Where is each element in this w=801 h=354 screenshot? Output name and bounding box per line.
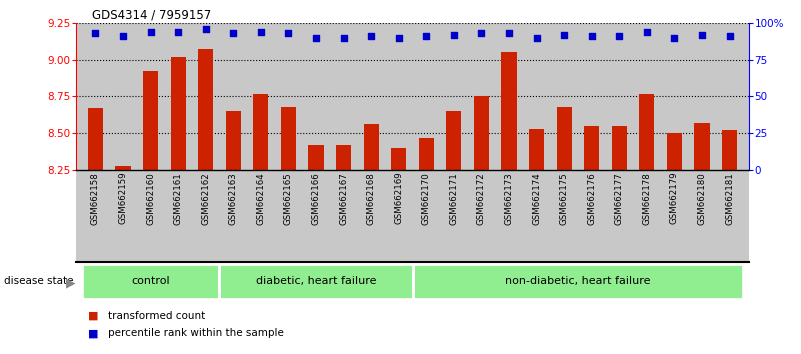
Text: GSM662168: GSM662168 (367, 172, 376, 224)
FancyBboxPatch shape (82, 264, 219, 299)
Bar (143, 72, 158, 170)
Bar (446, 111, 461, 170)
Bar (391, 148, 406, 170)
Point (89, 30, 102, 36)
Point (255, 29, 268, 35)
Text: non-diabetic, heart failure: non-diabetic, heart failure (505, 276, 650, 286)
Bar (419, 138, 434, 170)
Point (282, 30, 295, 36)
Bar (226, 111, 241, 170)
Bar (474, 97, 489, 170)
Point (668, 35, 681, 41)
Text: GSM662171: GSM662171 (449, 172, 458, 224)
Point (641, 29, 654, 35)
Text: GSM662173: GSM662173 (505, 172, 513, 224)
FancyBboxPatch shape (219, 264, 413, 299)
Text: control: control (131, 276, 170, 286)
Text: GSM662163: GSM662163 (229, 172, 238, 224)
Text: GSM662172: GSM662172 (477, 172, 486, 224)
Bar (667, 133, 682, 170)
Text: GSM662166: GSM662166 (312, 172, 320, 224)
Text: ▶: ▶ (66, 277, 75, 290)
Text: GSM662179: GSM662179 (670, 172, 679, 224)
Bar (364, 124, 379, 170)
Point (530, 35, 543, 41)
Bar (253, 93, 268, 170)
Point (364, 33, 377, 39)
Bar (171, 57, 186, 170)
Bar (336, 145, 351, 170)
Text: GSM662174: GSM662174 (532, 172, 541, 224)
Text: ■: ■ (88, 329, 99, 338)
Bar (115, 166, 131, 170)
Text: GSM662167: GSM662167 (339, 172, 348, 224)
Text: GSM662162: GSM662162 (201, 172, 210, 224)
Point (171, 29, 184, 35)
Point (117, 33, 130, 39)
Bar (612, 126, 627, 170)
Text: GSM662158: GSM662158 (91, 172, 100, 224)
Text: GSM662164: GSM662164 (256, 172, 265, 224)
Point (557, 32, 570, 38)
Text: percentile rank within the sample: percentile rank within the sample (108, 329, 284, 338)
Bar (308, 145, 324, 170)
Point (502, 30, 515, 36)
Text: GSM662181: GSM662181 (725, 172, 735, 224)
Point (337, 35, 350, 41)
Text: GSM662165: GSM662165 (284, 172, 293, 224)
Point (392, 35, 405, 41)
Text: GSM662161: GSM662161 (174, 172, 183, 224)
Point (448, 32, 461, 38)
Bar (557, 107, 572, 170)
Bar (198, 50, 213, 170)
Text: GSM662160: GSM662160 (146, 172, 155, 224)
Bar (281, 107, 296, 170)
Point (144, 29, 157, 35)
Text: GSM662175: GSM662175 (560, 172, 569, 224)
Text: GSM662180: GSM662180 (698, 172, 706, 224)
Bar (722, 130, 737, 170)
Point (475, 30, 488, 36)
Point (586, 33, 598, 39)
Text: transformed count: transformed count (108, 311, 205, 321)
Text: ■: ■ (88, 311, 99, 321)
Text: GSM662178: GSM662178 (642, 172, 651, 224)
FancyBboxPatch shape (413, 264, 743, 299)
Text: GSM662176: GSM662176 (587, 172, 596, 224)
Text: GSM662170: GSM662170 (422, 172, 431, 224)
Text: diabetic, heart failure: diabetic, heart failure (256, 276, 376, 286)
Bar (694, 123, 710, 170)
Point (723, 33, 736, 39)
Point (199, 26, 212, 32)
Point (613, 33, 626, 39)
Bar (584, 126, 599, 170)
Bar (501, 52, 517, 170)
Text: GSM662177: GSM662177 (615, 172, 624, 224)
Text: GDS4314 / 7959157: GDS4314 / 7959157 (92, 8, 211, 21)
Text: GSM662169: GSM662169 (394, 172, 403, 224)
Text: GSM662159: GSM662159 (119, 172, 127, 224)
Bar (529, 129, 544, 170)
Text: disease state: disease state (4, 276, 74, 286)
Point (310, 35, 323, 41)
Point (227, 30, 239, 36)
Bar (639, 93, 654, 170)
Point (695, 32, 708, 38)
Point (420, 33, 433, 39)
Bar (88, 108, 103, 170)
